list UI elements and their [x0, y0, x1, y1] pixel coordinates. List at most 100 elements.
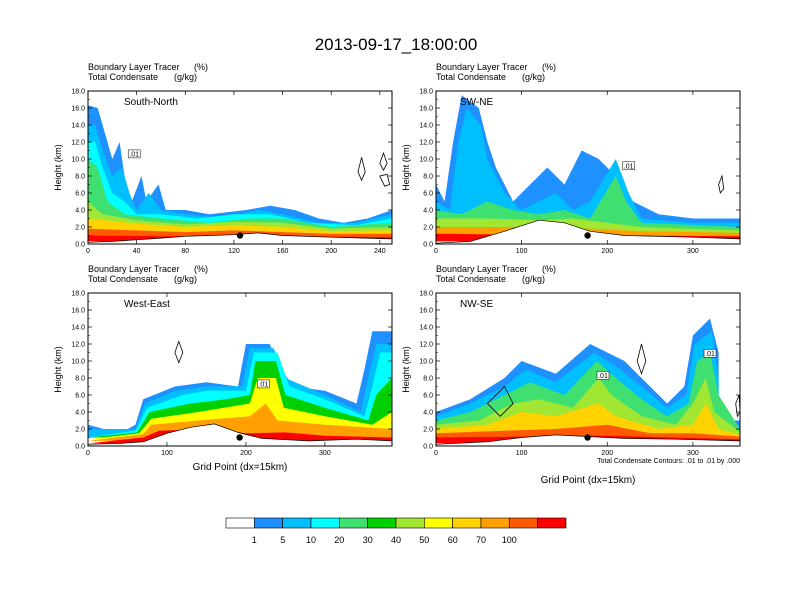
panel-label: SW-NE: [460, 97, 493, 108]
contour-label: .01: [705, 351, 715, 358]
colorbar-swatch: [537, 517, 567, 529]
y-tick-label: 4.0: [423, 410, 433, 417]
y-tick-label: 8.0: [75, 174, 85, 181]
contour-label-box: [127, 149, 141, 159]
x-axis-label: Grid Point (dx=15km): [193, 462, 288, 473]
panel-subtitle-2: Total Condensate: [88, 72, 158, 82]
y-tick-label: 16.0: [419, 308, 433, 315]
location-marker: [236, 434, 243, 441]
y-tick-label: 2.0: [423, 427, 433, 434]
colorbar-label: 5: [280, 535, 285, 545]
panel-subtitle-1: Boundary Layer Tracer: [88, 62, 180, 72]
colorbar-label: 20: [334, 535, 344, 545]
x-axis-label: Grid Point (dx=15km): [541, 475, 636, 486]
x-tick-label: 80: [181, 248, 189, 255]
terrain-line: [436, 219, 740, 244]
y-tick-label: 10.0: [419, 359, 433, 366]
tracer-field: .01 .01: [436, 293, 740, 446]
colorbar-swatch: [452, 517, 482, 529]
colorbar-swatch: [338, 517, 368, 529]
x-tick-label: 300: [687, 450, 699, 457]
colorbar-label: 70: [476, 535, 486, 545]
x-tick-label: 200: [601, 248, 613, 255]
y-tick-label: 12.0: [71, 342, 85, 349]
panel-subtitle-1-unit: (%): [542, 62, 556, 72]
y-tick-label: 2.0: [75, 225, 85, 232]
y-tick-label: 16.0: [71, 308, 85, 315]
y-tick-label: 10.0: [419, 157, 433, 164]
x-tick-label: 200: [240, 450, 252, 457]
tracer-layer-1: [436, 95, 740, 236]
y-tick-label: 0.0: [75, 444, 85, 451]
y-tick-label: 8.0: [423, 376, 433, 383]
tracer-field: .01: [88, 293, 392, 446]
colorbar-swatch: [225, 517, 255, 529]
y-tick-label: 6.0: [423, 393, 433, 400]
y-tick-label: 16.0: [419, 106, 433, 113]
colorbar-label: 1: [252, 535, 257, 545]
colorbar-swatch: [282, 517, 312, 529]
colorbar-label: 30: [363, 535, 373, 545]
panel-2: Boundary Layer Tracer (%) Total Condensate…: [401, 62, 741, 255]
colorbar-swatch: [395, 517, 425, 529]
panel-label: NW-SE: [460, 299, 493, 310]
panel-subtitle-1-unit: (%): [542, 264, 556, 274]
location-marker: [584, 232, 591, 239]
condensate-contour: [357, 157, 366, 182]
colorbar-swatch: [310, 517, 340, 529]
y-tick-label: 2.0: [75, 427, 85, 434]
y-tick-label: 12.0: [71, 140, 85, 147]
y-tick-label: 2.0: [423, 225, 433, 232]
panel-subtitle-2: Total Condensate: [436, 72, 506, 82]
contour-label-box: [622, 161, 635, 171]
x-tick-label: 120: [228, 248, 240, 255]
location-marker: [236, 232, 244, 239]
colorbar-swatch: [254, 517, 283, 529]
y-tick-label: 14.0: [419, 123, 433, 130]
y-tick-label: 12.0: [419, 342, 433, 349]
panels: Boundary Layer Tracer (%) Total Condensate…: [53, 62, 741, 486]
terrain-fill: [436, 220, 740, 244]
colorbar-label: 60: [448, 535, 458, 545]
y-tick-label: 8.0: [423, 174, 433, 181]
y-axis-label: Height (km): [53, 144, 63, 191]
condensate-contour: [379, 173, 391, 187]
y-tick-label: 14.0: [419, 325, 433, 332]
x-tick-label: 100: [161, 450, 173, 457]
tracer-field: .01: [436, 91, 740, 244]
x-tick-label: 160: [277, 248, 289, 255]
y-tick-label: 0.0: [75, 242, 85, 249]
panel-subtitle-1: Boundary Layer Tracer: [88, 264, 180, 274]
contour-label-box: [596, 371, 610, 380]
y-tick-label: 18.0: [419, 291, 433, 298]
panel-subtitle-2: Total Condensate: [88, 274, 158, 284]
panel-3: Boundary Layer Tracer (%) Total Condensate…: [53, 264, 393, 473]
contour-label: .01: [129, 151, 139, 158]
y-tick-label: 4.0: [75, 208, 85, 215]
x-tick-label: 240: [374, 248, 386, 255]
condensate-contour: [718, 174, 725, 194]
terrain-line: [88, 423, 392, 445]
x-tick-label: 0: [86, 450, 90, 457]
contour-label: .01: [258, 381, 268, 388]
y-tick-label: 18.0: [71, 291, 85, 298]
colorbar-swatch: [508, 517, 538, 529]
y-tick-label: 18.0: [419, 89, 433, 96]
colorbar-label: 100: [502, 535, 517, 545]
tracer-layer-2: [436, 108, 740, 236]
y-tick-label: 0.0: [423, 242, 433, 249]
colorbar-swatch: [423, 517, 453, 529]
location-marker: [584, 434, 591, 441]
x-tick-label: 200: [325, 248, 337, 255]
panel-subtitle-2: Total Condensate: [436, 274, 506, 284]
x-tick-label: 200: [601, 450, 613, 457]
colorbar-swatch: [480, 517, 510, 529]
y-tick-label: 4.0: [423, 208, 433, 215]
tracer-field: .01: [88, 91, 392, 244]
y-tick-label: 10.0: [71, 157, 85, 164]
y-tick-label: 8.0: [75, 376, 85, 383]
x-tick-label: 0: [434, 450, 438, 457]
terrain-line: [436, 434, 740, 445]
y-axis-label: Height (km): [401, 144, 411, 191]
